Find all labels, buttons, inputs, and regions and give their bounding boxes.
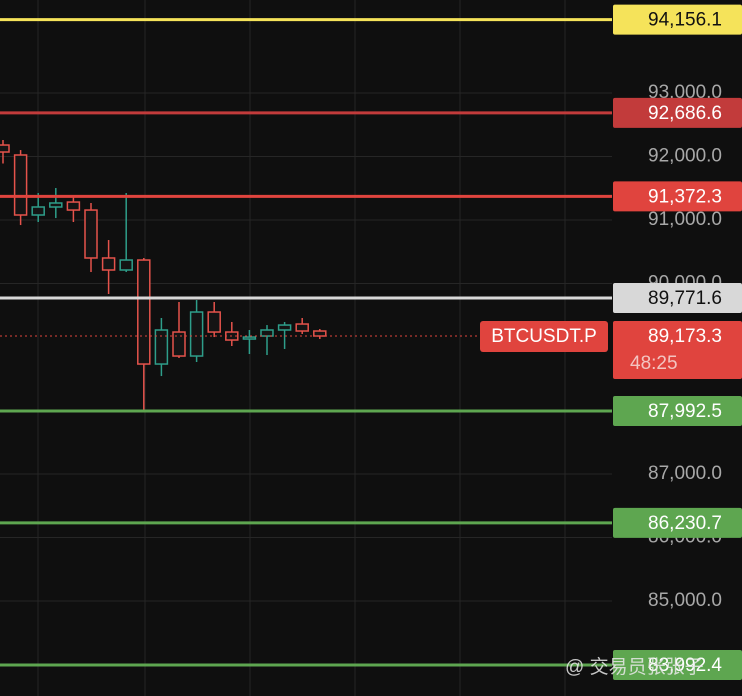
candle-body bbox=[0, 144, 10, 153]
symbol-label: BTCUSDT.P bbox=[491, 326, 597, 347]
candle-body bbox=[101, 257, 116, 271]
y-tick-label: 92,000.0 bbox=[648, 146, 722, 167]
price-level-label: 86,230.7 bbox=[648, 513, 722, 534]
candle-body bbox=[242, 336, 257, 340]
price-level-label: 92,686.6 bbox=[648, 103, 722, 124]
candle-body bbox=[119, 259, 133, 271]
y-tick-label: 93,000.0 bbox=[648, 82, 722, 103]
candle-body bbox=[66, 201, 81, 211]
candle-body bbox=[137, 259, 151, 365]
candle-body bbox=[260, 329, 274, 337]
price-level-label: 87,992.5 bbox=[648, 401, 722, 422]
y-tick-label: 91,000.0 bbox=[648, 209, 722, 230]
price-level-tag bbox=[613, 4, 742, 35]
price-level-label: 83,992.4 bbox=[648, 655, 722, 676]
candle-body bbox=[189, 311, 204, 357]
price-level-tag bbox=[613, 649, 742, 680]
price-level-label: 94,156.1 bbox=[648, 10, 722, 31]
price-level-label: 91,372.3 bbox=[648, 186, 722, 207]
candle-body bbox=[154, 329, 169, 365]
candle-body bbox=[295, 323, 309, 332]
price-level-tag bbox=[613, 395, 742, 426]
candle-body bbox=[13, 154, 28, 216]
price-level-label: 89,771.6 bbox=[648, 288, 722, 309]
candle-body bbox=[172, 331, 186, 357]
y-tick-label: 87,000.0 bbox=[648, 463, 722, 484]
candle-body bbox=[49, 202, 63, 208]
last-price-label: 89,173.3 bbox=[648, 326, 722, 347]
watermark: @ 交易员张张子 bbox=[565, 656, 704, 678]
candle-body bbox=[84, 209, 98, 259]
y-tick-label: 85,000.0 bbox=[648, 590, 722, 611]
symbol-tag bbox=[480, 321, 608, 353]
price-level-tag bbox=[613, 181, 742, 212]
candle-body bbox=[31, 206, 45, 216]
candle-body bbox=[313, 330, 327, 337]
price-level-tag bbox=[613, 507, 742, 538]
last-price-tag bbox=[613, 321, 742, 380]
price-level-tag bbox=[613, 97, 742, 128]
price-level-tag bbox=[613, 283, 742, 314]
countdown-label: 48:25 bbox=[630, 353, 678, 374]
candle-body bbox=[277, 324, 292, 331]
candle-body bbox=[207, 311, 221, 333]
